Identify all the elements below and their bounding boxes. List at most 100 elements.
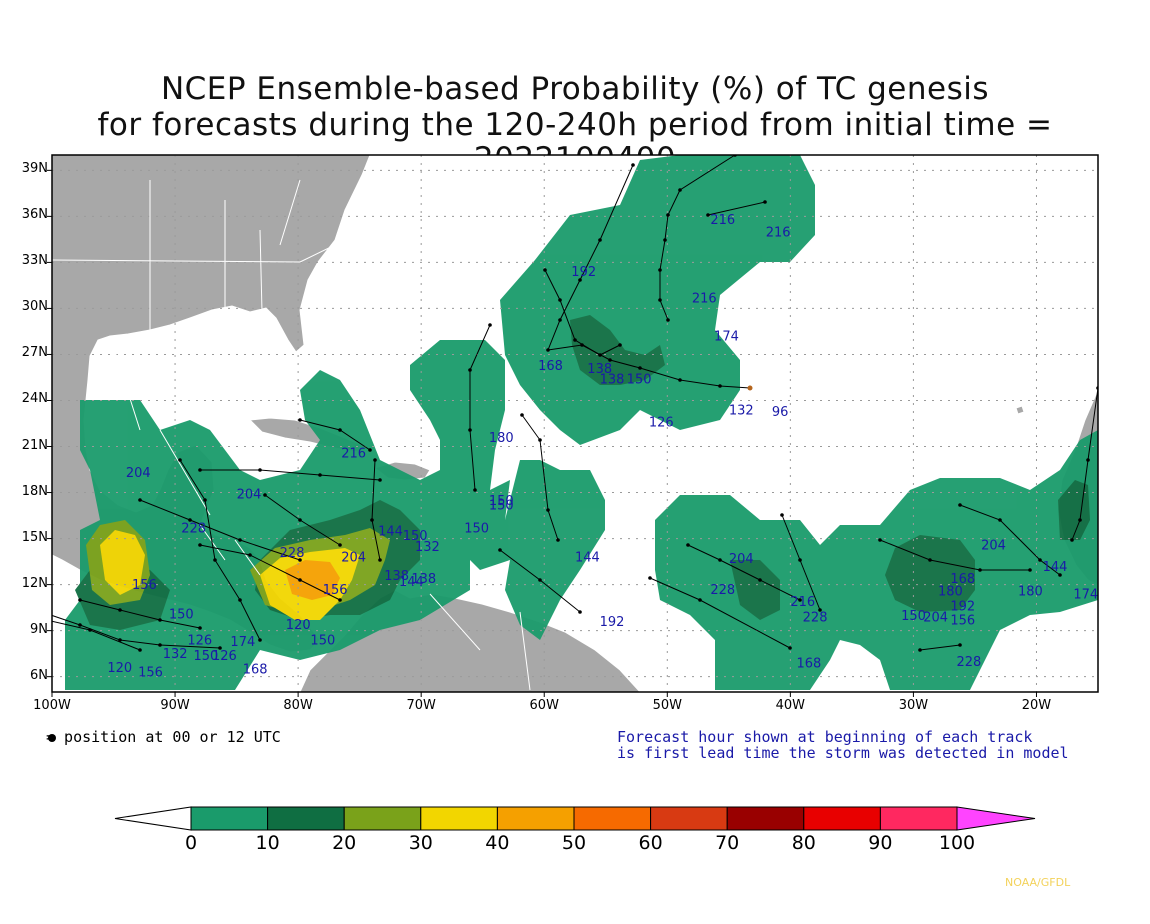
forecast-hour-label: 216 bbox=[766, 225, 791, 240]
forecast-hour-label: 216 bbox=[341, 446, 366, 461]
forecast-hour-label: 156 bbox=[138, 666, 163, 681]
track-position-dot bbox=[118, 608, 122, 612]
track-position-dot bbox=[556, 538, 560, 542]
track-position-dot bbox=[706, 213, 710, 217]
prob-atlantic-north-region bbox=[500, 155, 815, 445]
forecast-hour-label: 168 bbox=[243, 663, 268, 678]
track-position-dot bbox=[758, 578, 762, 582]
forecast-hour-label: 120 bbox=[286, 618, 311, 633]
track-position-dot bbox=[498, 548, 502, 552]
track-position-dot bbox=[958, 503, 962, 507]
colorbar-segment bbox=[343, 806, 422, 831]
forecast-hour-note-line-1: Forecast hour shown at beginning of each… bbox=[617, 728, 1033, 746]
forecast-hour-label: 180 bbox=[1018, 584, 1043, 599]
forecast-hour-label: 156 bbox=[132, 578, 157, 593]
forecast-hour-label: 216 bbox=[790, 595, 815, 610]
forecast-hour-label: 144 bbox=[399, 575, 424, 590]
position-dot-legend-text: = position at 00 or 12 UTC bbox=[46, 728, 281, 746]
track-position-dot bbox=[298, 518, 302, 522]
forecast-hour-label: 144 bbox=[378, 525, 403, 540]
forecast-hour-label: 204 bbox=[981, 538, 1006, 553]
storm-origin-dot bbox=[747, 385, 753, 391]
forecast-hour-label: 228 bbox=[956, 655, 981, 670]
forecast-hour-label: 138 bbox=[587, 362, 612, 377]
track-position-dot bbox=[608, 358, 612, 362]
track-position-dot bbox=[546, 508, 550, 512]
track-position-dot bbox=[258, 468, 262, 472]
forecast-hour-label: 132 bbox=[415, 540, 440, 555]
track-position-dot bbox=[88, 628, 92, 632]
track-position-dot bbox=[538, 578, 542, 582]
lon-label: 100W bbox=[33, 698, 71, 713]
colorbar-segment bbox=[420, 806, 498, 831]
colorbar-segment bbox=[267, 806, 345, 831]
track-position-dot bbox=[468, 368, 472, 372]
track-position-dot bbox=[958, 643, 962, 647]
forecast-hour-label: 228 bbox=[710, 583, 735, 598]
lat-label: 21N bbox=[21, 437, 48, 453]
forecast-hour-label: 138 bbox=[411, 572, 436, 587]
forecast-hour-label: 150 bbox=[627, 373, 652, 388]
credit-text: NOAA/GFDL bbox=[1005, 876, 1071, 889]
forecast-hour-label: 138 bbox=[600, 373, 625, 388]
forecast-hour-label: 168 bbox=[797, 656, 822, 671]
track-position-dot bbox=[178, 458, 182, 462]
forecast-hour-label: 174 bbox=[1073, 587, 1098, 602]
track-position-dot bbox=[1038, 558, 1042, 562]
track-position-dot bbox=[698, 598, 702, 602]
forecast-hour-label: 126 bbox=[649, 416, 674, 431]
lat-label: 18N bbox=[21, 483, 48, 499]
colorbar-label: 50 bbox=[561, 832, 587, 854]
lat-label: 12N bbox=[21, 575, 48, 591]
track-position-dot bbox=[638, 366, 642, 370]
lon-label: 60W bbox=[529, 698, 559, 713]
track-position-dot bbox=[36, 616, 40, 620]
position-dot-symbol bbox=[48, 734, 56, 742]
forecast-hour-label: 168 bbox=[538, 359, 563, 374]
prob-10-20-africa2-region bbox=[1058, 480, 1090, 540]
track-position-dot bbox=[378, 478, 382, 482]
colorbar-segment bbox=[879, 806, 958, 831]
lon-label: 90W bbox=[160, 698, 190, 713]
prob-10-20-africa-region bbox=[885, 535, 975, 612]
track-position-dot bbox=[798, 558, 802, 562]
colorbar-segment bbox=[190, 806, 269, 831]
colorbar-under-arrow bbox=[114, 806, 192, 831]
lon-label: 20W bbox=[1021, 698, 1052, 713]
forecast-hour-label: 144 bbox=[575, 551, 600, 566]
track-position-dot bbox=[198, 543, 202, 547]
track-position-dot bbox=[918, 648, 922, 652]
track-position-dot bbox=[598, 238, 602, 242]
track-position-dot bbox=[798, 598, 802, 602]
lat-label: 6N bbox=[30, 667, 48, 683]
forecast-hour-label: 168 bbox=[950, 572, 975, 587]
track-position-dot bbox=[678, 378, 682, 382]
track-position-dot bbox=[998, 518, 1002, 522]
track-position-dot bbox=[1086, 458, 1090, 462]
track-position-dot bbox=[538, 438, 542, 442]
track-position-dot bbox=[158, 618, 162, 622]
track-position-dot bbox=[928, 558, 932, 562]
track-position-dot bbox=[298, 578, 302, 582]
track-position-dot bbox=[578, 278, 582, 282]
prob-40-50-region bbox=[285, 560, 340, 600]
track-position-dot bbox=[298, 558, 302, 562]
forecast-hour-label: 120 bbox=[107, 661, 132, 676]
lat-label: 27N bbox=[21, 345, 48, 361]
colorbar-label: 90 bbox=[868, 832, 893, 854]
forecast-hour-label: 228 bbox=[280, 546, 305, 561]
forecast-hour-label: 180 bbox=[489, 431, 514, 446]
forecast-hour-label: 144 bbox=[1043, 560, 1068, 575]
forecast-hour-label: 150 bbox=[489, 498, 514, 513]
track-position-dot bbox=[658, 298, 662, 302]
colorbar-segment bbox=[726, 806, 805, 831]
track-position-dot bbox=[580, 343, 584, 347]
track-position-dot bbox=[648, 576, 652, 580]
map-title-line-2: for forecasts during the 120-240h period… bbox=[97, 107, 1053, 176]
forecast-hour-label: 228 bbox=[803, 610, 828, 625]
colorbar-label: 80 bbox=[791, 832, 816, 854]
lat-label: 36N bbox=[21, 207, 48, 223]
forecast-hour-label: 204 bbox=[237, 488, 262, 503]
track-position-dot bbox=[546, 348, 550, 352]
lon-label: 30W bbox=[898, 698, 929, 713]
